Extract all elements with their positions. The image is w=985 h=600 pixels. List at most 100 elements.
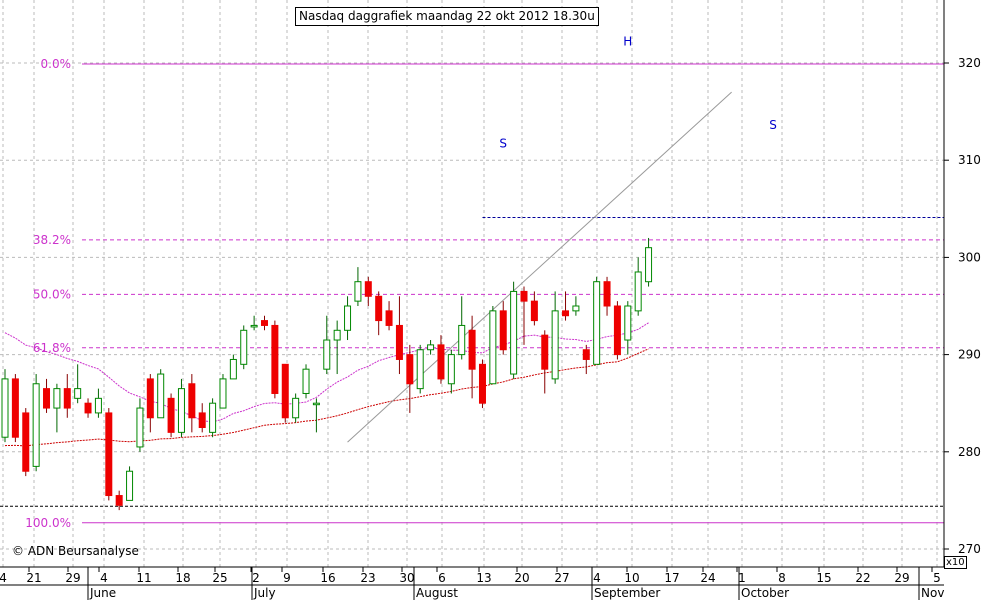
x-tick-label: 29 <box>65 571 80 585</box>
chart-title: Nasdaq daggrafiek maandag 22 okt 2012 18… <box>295 7 599 26</box>
candle-down <box>146 378 154 419</box>
y-tick-label: 270 <box>958 542 981 556</box>
x-tick-label: 2 <box>252 571 260 585</box>
candle-up <box>458 324 466 356</box>
candle-up <box>53 388 61 409</box>
x-tick-label: 4 <box>100 571 108 585</box>
pattern-annotations: S H S <box>499 35 777 151</box>
candle-up <box>312 402 320 406</box>
chart-grid <box>0 0 944 567</box>
candle-down <box>188 383 196 419</box>
candle-down <box>385 310 393 326</box>
candle-down <box>115 495 123 506</box>
support-lines <box>0 217 944 507</box>
candle-down <box>261 320 268 326</box>
candle-down <box>105 412 113 497</box>
copyright-label: © ADN Beursanalyse <box>12 544 139 558</box>
candle-up <box>229 358 237 380</box>
pattern-label: S <box>499 137 507 151</box>
scale-marker: x10 <box>944 556 967 569</box>
x-tick-label: 23 <box>360 571 375 585</box>
candle-up <box>624 305 632 341</box>
candle-up <box>427 344 435 351</box>
candle-down <box>271 324 279 394</box>
candle-up <box>344 305 352 331</box>
candle-down <box>406 354 414 385</box>
x-tick-label: 5 <box>933 571 941 585</box>
x-tick-label: 16 <box>320 571 335 585</box>
x-tick-label: 8 <box>778 571 786 585</box>
candle-up <box>157 373 165 419</box>
y-tick-label: 310 <box>958 153 981 167</box>
moving-average-long <box>4 348 649 447</box>
ma-long-line <box>4 348 649 447</box>
x-tick-label: 11 <box>136 571 151 585</box>
x-tick-label: 21 <box>26 571 41 585</box>
candle-up <box>489 310 497 385</box>
candles <box>1 237 653 511</box>
x-tick-label: 25 <box>212 571 227 585</box>
x-tick-label: 4 <box>0 571 7 585</box>
candle-down <box>84 402 92 414</box>
x-tick-label: 4 <box>593 571 601 585</box>
candle-down <box>478 363 486 404</box>
y-tick-label: 280 <box>958 445 981 459</box>
x-tick-label: 27 <box>554 571 569 585</box>
candle-down <box>198 412 206 429</box>
y-tick-label: 320 <box>958 56 981 70</box>
candle-up <box>572 305 580 312</box>
pattern-label: H <box>623 35 632 49</box>
candle-down <box>562 310 570 317</box>
candle-down <box>395 324 403 360</box>
fib-level-label: 0.0% <box>41 57 72 71</box>
x-tick-label: 18 <box>175 571 190 585</box>
x-tick-label: 15 <box>816 571 831 585</box>
candle-down <box>11 378 19 438</box>
candle-down <box>63 388 71 409</box>
candle-up <box>240 329 248 365</box>
x-tick-label: 1 <box>738 571 746 585</box>
y-tick-label: 300 <box>958 250 981 264</box>
candle-up <box>447 354 455 385</box>
x-tick-label: 10 <box>624 571 639 585</box>
candle-down <box>613 305 621 356</box>
candle-up <box>645 247 653 283</box>
month-label: October <box>741 586 789 600</box>
candle-up <box>302 368 310 394</box>
month-label: June <box>89 586 116 600</box>
candle-down <box>530 300 538 322</box>
candle-up <box>323 339 331 370</box>
x-tick-label: 20 <box>514 571 529 585</box>
fib-level-label: 100.0% <box>25 516 71 530</box>
candle-up <box>510 290 518 375</box>
candle-up <box>292 397 300 419</box>
candle-up <box>354 281 362 302</box>
x-tick-label: 24 <box>700 571 715 585</box>
fib-level-label: 61.8% <box>33 341 71 355</box>
x-tick-label: 22 <box>855 571 870 585</box>
x-tick-label: 9 <box>283 571 291 585</box>
candle-up <box>94 397 102 414</box>
candle-up <box>593 281 601 365</box>
x-tick-label: 13 <box>476 571 491 585</box>
month-label: July <box>253 586 276 600</box>
candle-down <box>499 310 507 351</box>
candle-down <box>375 295 383 322</box>
candle-down <box>582 349 590 360</box>
candle-up <box>136 407 144 448</box>
candle-up <box>551 310 559 380</box>
candle-up <box>74 388 82 399</box>
month-label: Nov <box>921 586 944 600</box>
candle-down <box>603 281 611 307</box>
candle-down <box>520 290 528 302</box>
y-tick-label: 290 <box>958 348 981 362</box>
fib-level-label: 50.0% <box>33 287 71 301</box>
x-tick-label: 6 <box>438 571 446 585</box>
candle-up <box>634 271 642 312</box>
y-axis: 270 280 290 300 310 320 <box>943 0 981 567</box>
x-tick-label: 17 <box>664 571 679 585</box>
candle-up <box>416 349 424 390</box>
month-label: September <box>594 586 660 600</box>
candle-down <box>364 281 372 297</box>
candle-up <box>250 324 258 328</box>
